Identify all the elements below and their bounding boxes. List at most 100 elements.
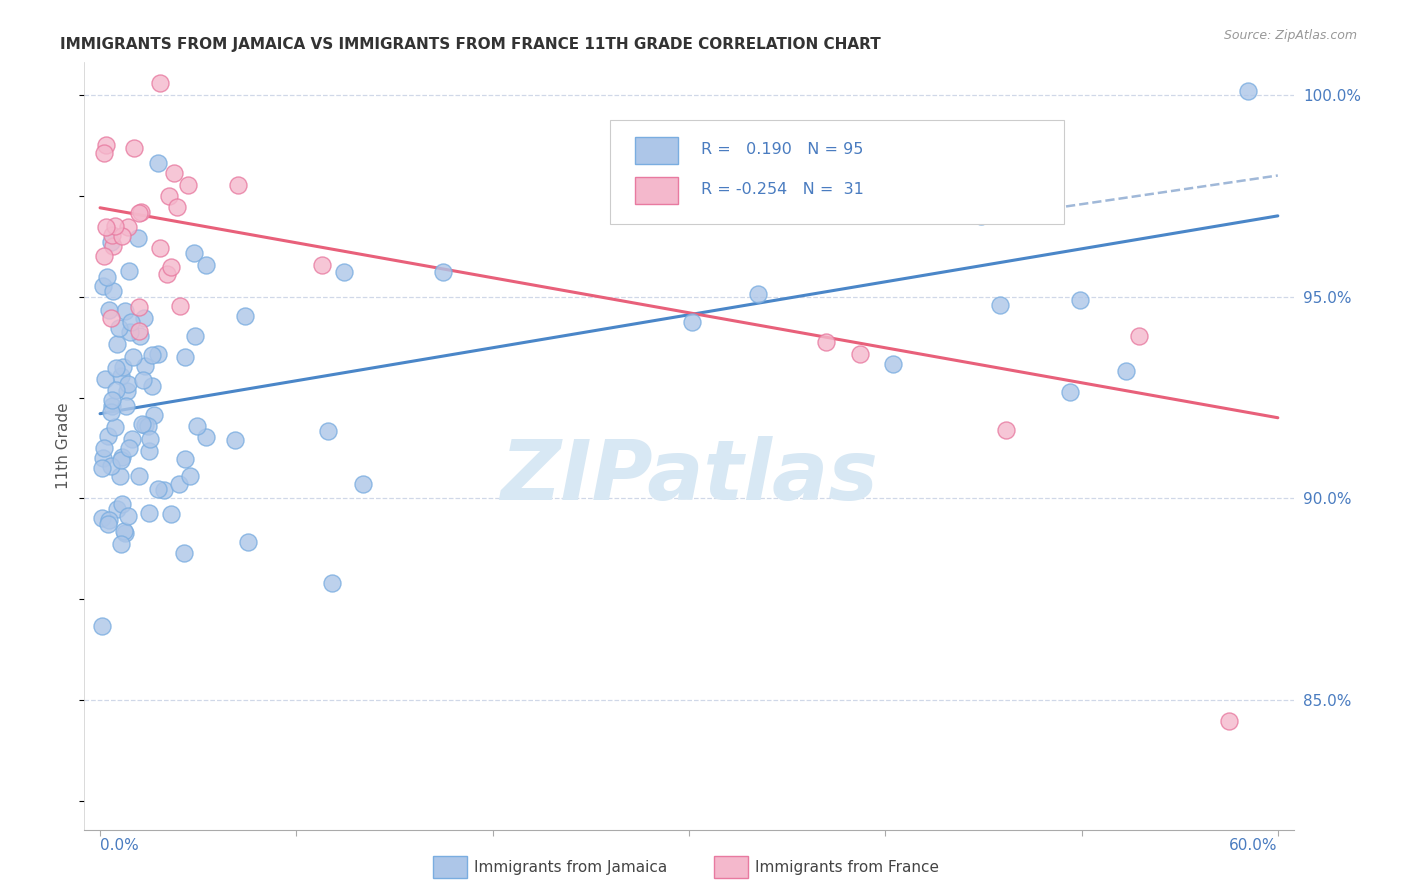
Point: [146, 347, 169, 361]
Point: [108, 321, 131, 335]
Point: [1218, 714, 1240, 728]
Point: [195, 430, 218, 444]
Point: [122, 350, 145, 364]
Point: [333, 265, 356, 279]
Point: [100, 235, 122, 249]
Point: [141, 348, 163, 362]
FancyBboxPatch shape: [634, 177, 678, 204]
Point: [311, 258, 333, 272]
Point: [97, 516, 120, 531]
Point: [132, 373, 155, 387]
Point: [167, 476, 190, 491]
Point: [105, 336, 128, 351]
Point: [93, 146, 115, 161]
Point: [1115, 364, 1137, 378]
Point: [153, 483, 176, 497]
Point: [993, 205, 1015, 219]
Point: [973, 198, 995, 212]
Point: [149, 241, 172, 255]
Point: [104, 420, 127, 434]
Point: [238, 535, 260, 549]
Text: 0.0%: 0.0%: [100, 838, 139, 853]
Point: [141, 378, 163, 392]
Point: [110, 453, 132, 467]
Point: [91, 511, 114, 525]
Point: [110, 537, 132, 551]
Point: [1128, 328, 1150, 343]
Point: [316, 425, 339, 439]
Point: [117, 384, 139, 398]
Point: [105, 502, 128, 516]
Point: [149, 76, 172, 90]
Point: [139, 432, 162, 446]
Point: [110, 369, 132, 384]
Point: [97, 429, 120, 443]
Point: [995, 423, 1018, 437]
Point: [118, 264, 141, 278]
Point: [104, 219, 127, 234]
Text: Immigrants from France: Immigrants from France: [755, 860, 939, 874]
Point: [176, 178, 198, 192]
Point: [174, 451, 197, 466]
Point: [103, 284, 125, 298]
Point: [142, 408, 165, 422]
Point: [224, 433, 246, 447]
Point: [98, 513, 121, 527]
Point: [94, 372, 117, 386]
Point: [159, 507, 181, 521]
Point: [173, 350, 195, 364]
Point: [128, 206, 150, 220]
Text: IMMIGRANTS FROM JAMAICA VS IMMIGRANTS FROM FRANCE 11TH GRADE CORRELATION CHART: IMMIGRANTS FROM JAMAICA VS IMMIGRANTS FR…: [60, 37, 882, 52]
Point: [117, 377, 139, 392]
Point: [129, 205, 152, 219]
Point: [121, 432, 143, 446]
Point: [128, 324, 150, 338]
Point: [129, 329, 152, 343]
Point: [681, 315, 703, 329]
Point: [882, 357, 904, 371]
Point: [97, 302, 120, 317]
Text: R =   0.190   N = 95: R = 0.190 N = 95: [702, 142, 863, 157]
Point: [134, 417, 156, 432]
Point: [96, 269, 118, 284]
Point: [94, 220, 117, 235]
Point: [112, 524, 135, 538]
Point: [146, 482, 169, 496]
Point: [111, 360, 134, 375]
Point: [127, 231, 149, 245]
Point: [111, 450, 134, 464]
Point: [100, 459, 122, 474]
Text: R = -0.254   N =  31: R = -0.254 N = 31: [702, 181, 863, 196]
Point: [148, 156, 170, 170]
Point: [91, 619, 114, 633]
Point: [96, 138, 118, 153]
Point: [128, 300, 150, 314]
Point: [111, 498, 134, 512]
Point: [183, 246, 205, 260]
Point: [132, 311, 155, 326]
Point: [163, 166, 186, 180]
Point: [101, 399, 124, 413]
Point: [120, 325, 142, 339]
Point: [233, 310, 256, 324]
FancyBboxPatch shape: [610, 120, 1064, 224]
Point: [100, 404, 122, 418]
Point: [157, 189, 180, 203]
Point: [134, 359, 156, 373]
Point: [138, 444, 160, 458]
Point: [814, 334, 837, 349]
Point: [105, 360, 128, 375]
Point: [352, 477, 374, 491]
Point: [186, 419, 208, 434]
Point: [91, 451, 114, 466]
Point: [117, 509, 139, 524]
Point: [1237, 84, 1260, 98]
Text: 60.0%: 60.0%: [1229, 838, 1278, 853]
Point: [110, 228, 132, 243]
Point: [849, 347, 872, 361]
Point: [692, 190, 714, 204]
Point: [183, 329, 205, 343]
Point: [117, 219, 139, 234]
Point: [747, 287, 769, 301]
Point: [122, 141, 145, 155]
